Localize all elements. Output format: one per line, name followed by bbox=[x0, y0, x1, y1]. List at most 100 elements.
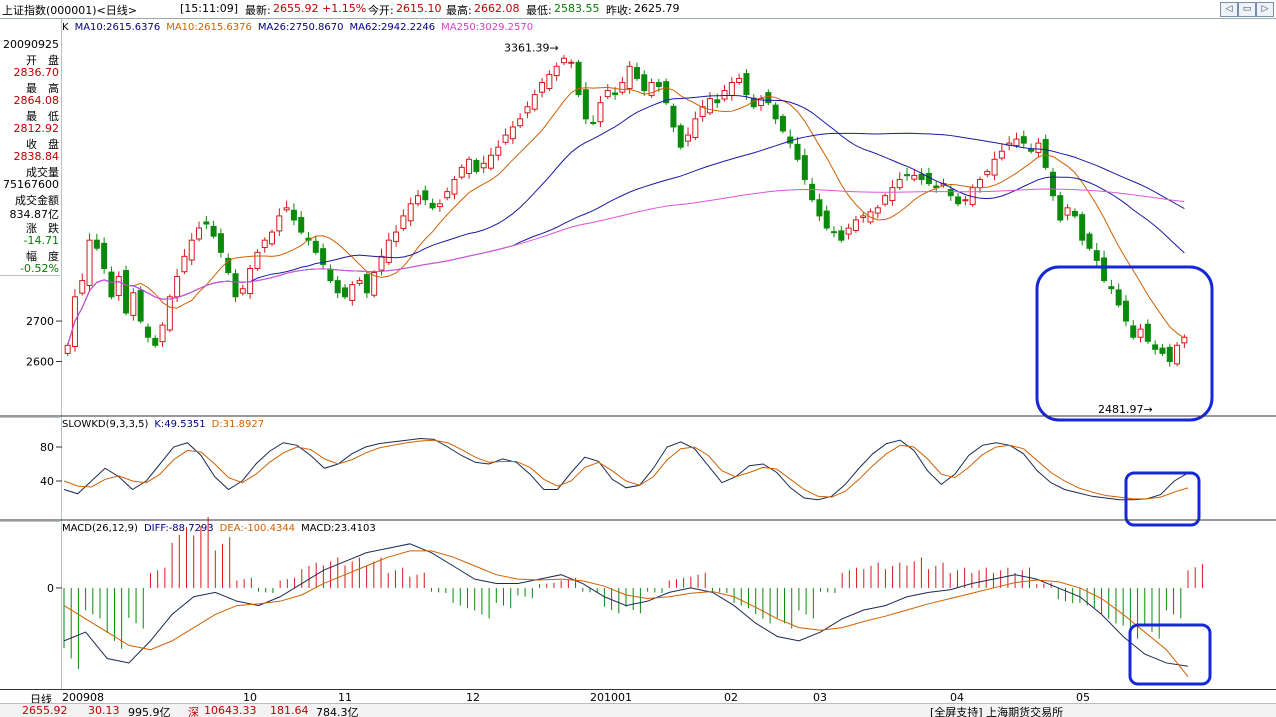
candle-body bbox=[312, 240, 319, 253]
candle-body bbox=[575, 61, 582, 96]
candle-body bbox=[860, 215, 867, 219]
macd-line-diff bbox=[63, 543, 1189, 667]
candle-body bbox=[714, 99, 721, 104]
ma26-line bbox=[67, 95, 1185, 346]
candle-body bbox=[334, 280, 341, 294]
candle-body bbox=[809, 183, 816, 201]
candle-body bbox=[342, 287, 348, 298]
sh-change: 30.13 bbox=[88, 704, 120, 717]
candle-body bbox=[670, 105, 677, 128]
candle-body bbox=[71, 296, 78, 348]
candle-body bbox=[385, 239, 392, 263]
x-tick-label: 02 bbox=[724, 691, 738, 704]
next-icon[interactable]: ▷ bbox=[1256, 2, 1274, 17]
candle-body bbox=[400, 215, 407, 229]
legend-item: MA26:2750.8670 bbox=[257, 22, 344, 33]
candle-body bbox=[524, 106, 531, 114]
candle-body bbox=[816, 199, 823, 217]
quote-header: 上证指数(000001)<日线> [15:11:09] 最新: 2655.92 … bbox=[0, 0, 1276, 19]
info-label: 最 高 bbox=[26, 82, 59, 95]
candle-body bbox=[1108, 286, 1115, 290]
news-ticker[interactable]: [全屏支持] 上海期货交易所 bbox=[930, 706, 1064, 717]
sz-change: 181.64 bbox=[270, 704, 309, 717]
ma250-line bbox=[67, 188, 1185, 346]
candle-body bbox=[590, 122, 597, 125]
candle-body bbox=[123, 270, 130, 314]
info-value: 834.87亿 bbox=[9, 208, 60, 221]
candle-body bbox=[407, 203, 414, 222]
candle-body bbox=[736, 77, 743, 83]
candle-body bbox=[414, 195, 421, 205]
candle-body bbox=[699, 106, 706, 117]
candle-body bbox=[1028, 148, 1035, 152]
candle-body bbox=[480, 162, 487, 169]
candle-body bbox=[962, 199, 969, 202]
prev-close-value: 2625.79 bbox=[634, 2, 680, 15]
info-label: 幅 度 bbox=[26, 250, 59, 263]
candle-body bbox=[64, 344, 71, 354]
candle-body bbox=[955, 196, 962, 205]
index-title: 上证指数(000001)<日线> bbox=[2, 4, 138, 17]
candle-body bbox=[1013, 138, 1020, 147]
candle-body bbox=[196, 227, 203, 240]
sz-amount: 784.3亿 bbox=[316, 706, 359, 717]
candle-body bbox=[1042, 138, 1049, 168]
latest-label: 最新: bbox=[245, 4, 271, 17]
legend-item: SLOWKD(9,3,3,5) bbox=[62, 419, 149, 430]
candle-body bbox=[298, 217, 305, 233]
macd-highlight-box bbox=[1128, 623, 1212, 686]
candle-body bbox=[137, 289, 144, 322]
candle-body bbox=[356, 280, 363, 284]
candle-body bbox=[305, 237, 312, 241]
candle-body bbox=[101, 242, 108, 269]
candle-body bbox=[436, 203, 443, 208]
info-value: -0.52% bbox=[20, 262, 59, 275]
candle-body bbox=[1181, 336, 1188, 344]
candle-body bbox=[539, 81, 546, 93]
highlight-boxes bbox=[1035, 265, 1214, 686]
panel-divider bbox=[0, 521, 60, 522]
candle-body bbox=[1144, 323, 1151, 342]
candle-body bbox=[247, 267, 254, 295]
ma62-line bbox=[67, 132, 1185, 346]
prev-icon[interactable]: ◁ bbox=[1220, 2, 1238, 17]
candle-body bbox=[188, 239, 195, 261]
candle-body bbox=[867, 211, 874, 223]
candle-body bbox=[466, 158, 473, 174]
candle-body bbox=[108, 271, 115, 298]
candle-body bbox=[1137, 328, 1144, 338]
candle-body bbox=[261, 239, 268, 248]
prev-close-label: 昨收: bbox=[606, 4, 632, 17]
candle-body bbox=[1130, 325, 1137, 338]
candle-body bbox=[692, 118, 699, 138]
candle-body bbox=[166, 296, 173, 331]
candle-body bbox=[743, 73, 750, 96]
window-icon[interactable]: ▭ bbox=[1238, 2, 1256, 17]
bar-date: 20090925 bbox=[3, 38, 59, 51]
candle-body bbox=[976, 179, 983, 189]
candle-body bbox=[502, 134, 509, 143]
info-label: 成交量 bbox=[26, 166, 59, 179]
candle-body bbox=[217, 233, 224, 253]
candle-body bbox=[641, 74, 648, 92]
candle-body bbox=[1152, 344, 1159, 350]
candle-body bbox=[144, 326, 151, 338]
candle-body bbox=[1049, 171, 1056, 197]
panel-divider bbox=[0, 275, 60, 276]
candle-body bbox=[838, 230, 845, 241]
candle-body bbox=[115, 276, 122, 297]
info-label: 成交金额 bbox=[15, 194, 59, 207]
sh-amount: 995.9亿 bbox=[128, 706, 171, 717]
candle-body bbox=[225, 257, 232, 274]
candle-body bbox=[531, 94, 538, 110]
candle-body bbox=[1115, 289, 1122, 306]
x-tick-label: 11 bbox=[338, 691, 352, 704]
candle-body bbox=[765, 92, 772, 104]
candle-body bbox=[925, 172, 932, 185]
info-value: -14.71 bbox=[23, 234, 59, 247]
candle-body bbox=[1086, 233, 1093, 249]
bar-info-panel: 20090925 开 盘 2836.70 最 高 2864.08 最 低 2812.92 收… bbox=[0, 19, 62, 689]
info-label: 收 盘 bbox=[26, 138, 59, 151]
candle-body bbox=[269, 231, 276, 245]
